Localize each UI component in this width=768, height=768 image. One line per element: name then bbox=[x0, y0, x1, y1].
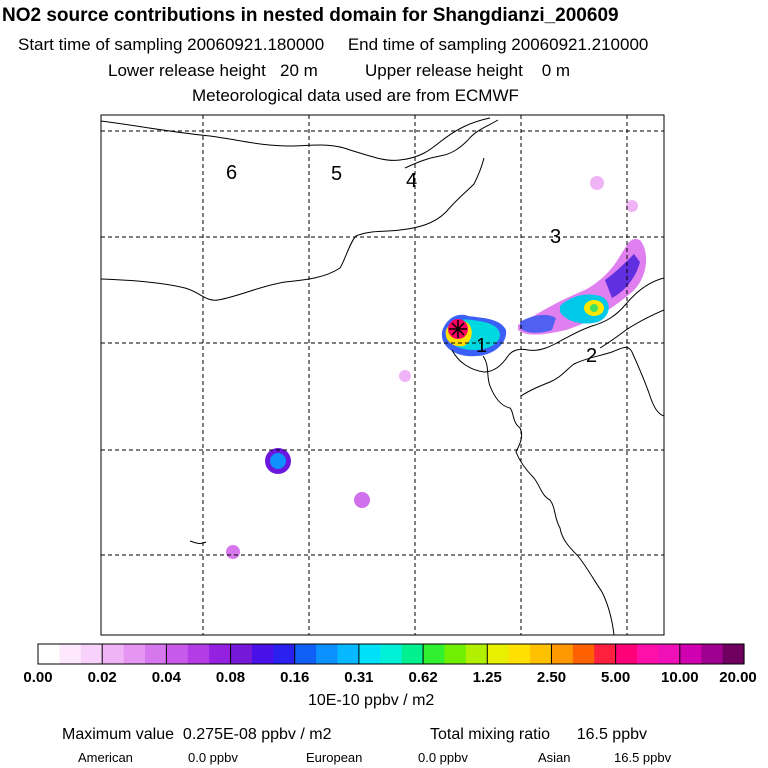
colorbar-swatch bbox=[637, 644, 660, 664]
colorbar-tick-label: 2.50 bbox=[536, 669, 567, 686]
colorbar-swatch bbox=[530, 644, 553, 664]
plume-hotspot-center bbox=[590, 304, 598, 312]
european-value: 0.0 ppbv bbox=[418, 750, 468, 765]
plume-core-east bbox=[605, 254, 640, 298]
colorbar-swatch bbox=[572, 644, 595, 664]
maximum-value: Maximum value 0.275E-08 ppbv / m2 bbox=[62, 726, 332, 743]
colorbar-swatch bbox=[423, 644, 446, 664]
european-label: European bbox=[306, 750, 363, 765]
boundaries bbox=[101, 117, 664, 635]
small-spot-4 bbox=[399, 370, 411, 382]
colorbar-swatch bbox=[123, 644, 146, 664]
colorbar-swatch bbox=[38, 644, 60, 664]
colorbar-swatch bbox=[465, 644, 488, 664]
colorbar-swatch bbox=[230, 644, 253, 664]
concentration-field bbox=[226, 176, 647, 559]
colorbar-swatch bbox=[102, 644, 125, 664]
small-spot-5 bbox=[626, 200, 638, 212]
colorbar-swatch bbox=[658, 644, 681, 664]
colorbar-tick-label: 0.02 bbox=[87, 669, 117, 686]
colorbar-tick-label: 20.00 bbox=[719, 669, 757, 686]
colorbar-swatch bbox=[59, 644, 82, 664]
colorbar-tick-label: 5.00 bbox=[601, 669, 631, 686]
colorbar-tick-label: 0.00 bbox=[23, 669, 53, 686]
blue-dot-inner bbox=[270, 453, 286, 469]
american-value: 0.0 ppbv bbox=[188, 750, 238, 765]
colorbar-swatch bbox=[187, 644, 210, 664]
colorbar-swatch bbox=[508, 644, 531, 664]
release-height-line: Lower release height 20 m Upper release … bbox=[108, 61, 571, 80]
sector-label-1: 1 bbox=[476, 335, 487, 357]
colorbar-tick-label: 10.00 bbox=[661, 669, 699, 686]
station-icon bbox=[449, 320, 467, 338]
colorbar-swatch bbox=[273, 644, 296, 664]
sector-label-2: 2 bbox=[586, 345, 597, 367]
colorbar-swatch bbox=[316, 644, 339, 664]
sector-label-6: 6 bbox=[226, 162, 237, 184]
colorbar-swatch bbox=[444, 644, 467, 664]
colorbar-swatch bbox=[701, 644, 724, 664]
total-mixing-ratio: Total mixing ratio 16.5 ppbv bbox=[430, 726, 647, 743]
sector-label-3: 3 bbox=[550, 226, 561, 248]
colorbar-unit: 10E-10 ppbv / m2 bbox=[308, 692, 435, 709]
colorbar-swatch bbox=[551, 644, 574, 664]
colorbar-border bbox=[37, 643, 745, 665]
colorbar-tick-label: 0.08 bbox=[215, 669, 246, 686]
colorbar-swatch bbox=[358, 644, 381, 664]
colorbar-tick-label: 1.25 bbox=[472, 669, 502, 686]
meteorology-line: Meteorological data used are from ECMWF bbox=[192, 86, 519, 105]
small-spot-1 bbox=[590, 176, 604, 190]
sampling-time-line: Start time of sampling 20060921.180000 E… bbox=[18, 35, 649, 54]
plot-title: NO2 source contributions in nested domai… bbox=[2, 5, 619, 26]
map-content: 6 5 4 3 2 1 bbox=[101, 115, 664, 635]
colorbar-swatch bbox=[401, 644, 424, 664]
colorbar-tick-label: 0.31 bbox=[344, 669, 374, 686]
american-label: American bbox=[78, 750, 133, 765]
colorbar-swatch bbox=[487, 644, 510, 664]
colorbar-tick-label: 0.04 bbox=[151, 669, 181, 686]
colorbar-swatch bbox=[294, 644, 317, 664]
small-spot-2 bbox=[354, 492, 370, 508]
sector-label-5: 5 bbox=[331, 163, 342, 185]
plume-outer bbox=[518, 238, 647, 335]
colorbar bbox=[37, 643, 745, 665]
sector-label-4: 4 bbox=[406, 170, 417, 192]
colorbar-swatch bbox=[337, 644, 360, 664]
colorbar-swatch bbox=[594, 644, 617, 664]
colorbar-swatch bbox=[209, 644, 232, 664]
colorbar-swatch bbox=[722, 644, 745, 664]
small-spot-3 bbox=[226, 545, 240, 559]
colorbar-swatch bbox=[251, 644, 274, 664]
colorbar-swatch bbox=[380, 644, 403, 664]
colorbar-swatch bbox=[144, 644, 167, 664]
colorbar-swatch bbox=[166, 644, 189, 664]
colorbar-swatch bbox=[679, 644, 702, 664]
colorbar-swatch bbox=[615, 644, 638, 664]
colorbar-swatch bbox=[80, 644, 103, 664]
colorbar-tick-label: 0.16 bbox=[280, 669, 310, 686]
colorbar-tick-label: 0.62 bbox=[408, 669, 438, 686]
asian-value: 16.5 ppbv bbox=[614, 750, 672, 765]
asian-label: Asian bbox=[538, 750, 571, 765]
lat-lon-grid bbox=[101, 115, 664, 635]
map-frame bbox=[100, 114, 665, 636]
plume-west bbox=[520, 315, 556, 333]
